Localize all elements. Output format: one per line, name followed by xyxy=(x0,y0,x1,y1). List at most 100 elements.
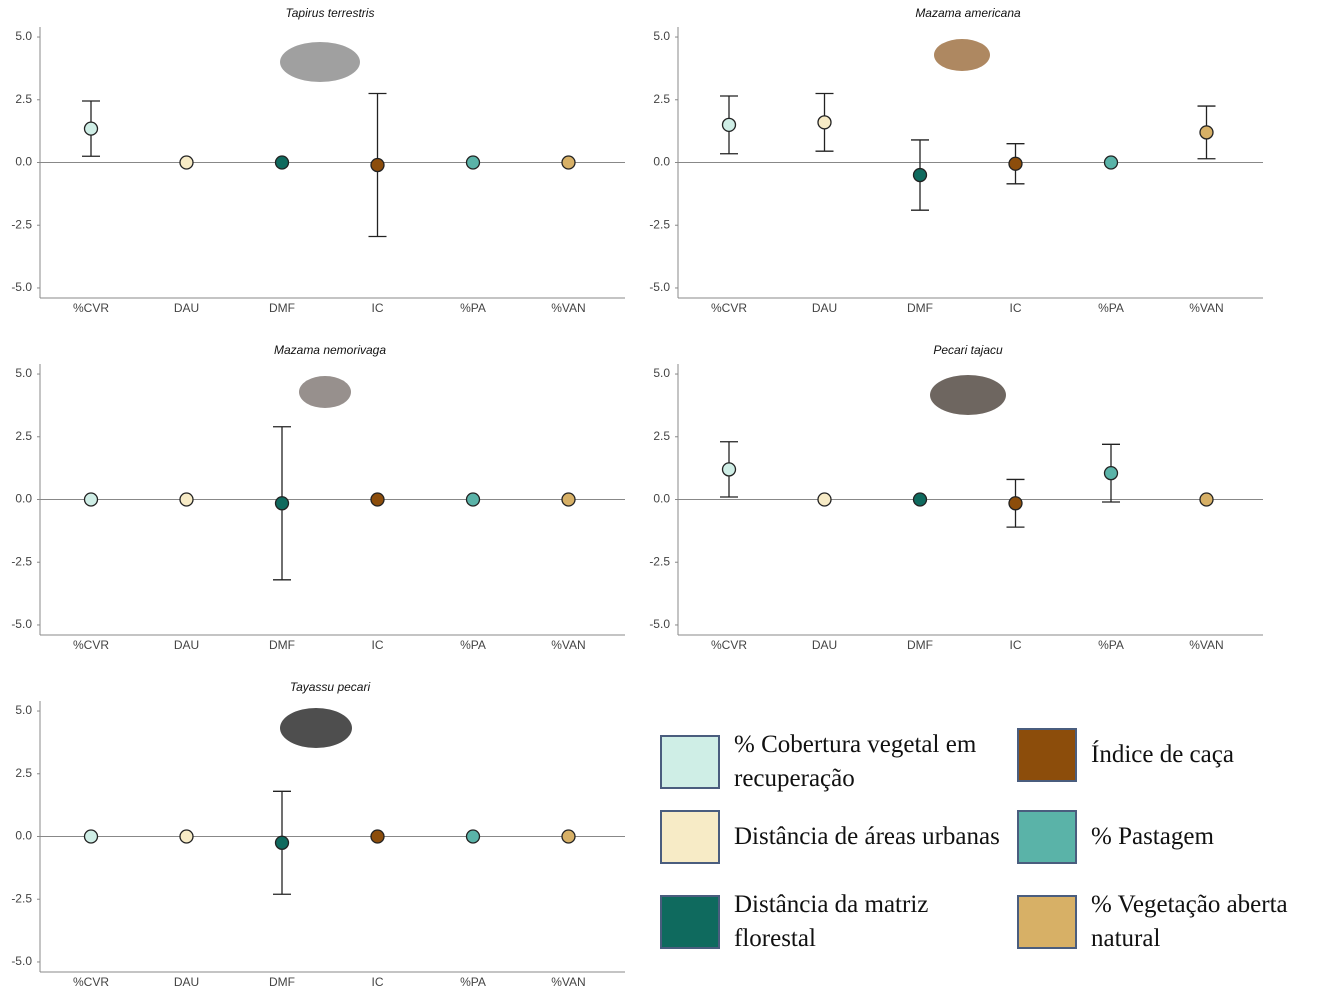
y-tick-label: 5.0 xyxy=(15,29,32,43)
legend-label: % Pastagem xyxy=(1091,820,1214,854)
x-tick-label: DAU xyxy=(174,975,199,989)
x-tick-label: %CVR xyxy=(711,301,747,315)
y-tick-label: -2.5 xyxy=(649,217,670,231)
x-tick-label: %VAN xyxy=(551,638,585,652)
y-tick-label: 2.5 xyxy=(15,766,32,780)
point xyxy=(85,493,98,506)
y-tick-label: -2.5 xyxy=(11,554,32,568)
legend-swatch xyxy=(1017,728,1077,782)
point xyxy=(914,493,927,506)
point xyxy=(1105,467,1118,480)
point xyxy=(914,169,927,182)
point xyxy=(562,830,575,843)
legend-item: Distância de áreas urbanas xyxy=(660,810,1010,864)
y-tick-label: -2.5 xyxy=(11,217,32,231)
x-tick-label: %VAN xyxy=(551,975,585,989)
y-tick-label: -5.0 xyxy=(11,280,32,294)
y-tick-label: -5.0 xyxy=(11,617,32,631)
y-tick-label: 0.0 xyxy=(15,829,32,843)
y-tick-label: 5.0 xyxy=(15,366,32,380)
legend-swatch xyxy=(660,810,720,864)
x-tick-label: DMF xyxy=(907,301,933,315)
x-tick-label: %CVR xyxy=(73,638,109,652)
x-tick-label: %PA xyxy=(460,301,486,315)
animal-image xyxy=(280,42,360,82)
x-tick-label: DMF xyxy=(907,638,933,652)
point xyxy=(85,122,98,135)
y-tick-label: 0.0 xyxy=(653,492,670,506)
x-tick-label: DMF xyxy=(269,638,295,652)
x-tick-label: %CVR xyxy=(711,638,747,652)
x-tick-label: %PA xyxy=(460,638,486,652)
x-tick-label: IC xyxy=(372,638,384,652)
panel-title: Mazama nemorivaga xyxy=(274,343,386,357)
point xyxy=(180,493,193,506)
y-tick-label: -5.0 xyxy=(649,617,670,631)
x-tick-label: DMF xyxy=(269,301,295,315)
point xyxy=(723,118,736,131)
legend-item: % Cobertura vegetal em recuperação xyxy=(660,728,1010,796)
point xyxy=(276,156,289,169)
x-tick-label: DAU xyxy=(812,638,837,652)
x-tick-label: IC xyxy=(372,301,384,315)
x-tick-label: %PA xyxy=(1098,301,1124,315)
point xyxy=(1009,157,1022,170)
point xyxy=(1200,126,1213,139)
point xyxy=(723,463,736,476)
x-tick-label: %VAN xyxy=(1189,638,1223,652)
y-tick-label: -5.0 xyxy=(11,954,32,968)
point xyxy=(467,156,480,169)
legend-label: % Vegetação aberta natural xyxy=(1091,888,1322,956)
point xyxy=(562,156,575,169)
x-tick-label: DAU xyxy=(174,638,199,652)
legend-swatch xyxy=(1017,895,1077,949)
x-tick-label: %CVR xyxy=(73,301,109,315)
legend-label: Índice de caça xyxy=(1091,738,1234,772)
y-tick-label: 2.5 xyxy=(653,429,670,443)
animal-image xyxy=(930,375,1006,415)
x-tick-label: DAU xyxy=(174,301,199,315)
legend-item: % Pastagem xyxy=(1017,810,1322,864)
point xyxy=(1009,497,1022,510)
point xyxy=(818,493,831,506)
panel-title: Tapirus terrestris xyxy=(286,6,375,20)
legend-item: Distância da matriz florestal xyxy=(660,888,1010,956)
y-tick-label: 2.5 xyxy=(15,92,32,106)
point xyxy=(818,116,831,129)
animal-image xyxy=(299,376,351,408)
legend-swatch xyxy=(660,735,720,789)
y-tick-label: 0.0 xyxy=(15,155,32,169)
point xyxy=(467,493,480,506)
x-tick-label: %VAN xyxy=(551,301,585,315)
animal-image xyxy=(934,39,990,71)
y-tick-label: 0.0 xyxy=(653,155,670,169)
x-tick-label: DAU xyxy=(812,301,837,315)
point xyxy=(467,830,480,843)
panel-title: Pecari tajacu xyxy=(933,343,1003,357)
y-tick-label: 2.5 xyxy=(15,429,32,443)
y-tick-label: 5.0 xyxy=(15,703,32,717)
x-tick-label: IC xyxy=(1010,301,1022,315)
point xyxy=(371,159,384,172)
x-tick-label: IC xyxy=(1010,638,1022,652)
x-tick-label: %VAN xyxy=(1189,301,1223,315)
legend-item: % Vegetação aberta natural xyxy=(1017,888,1322,956)
panel-title: Mazama americana xyxy=(915,6,1021,20)
panel-title: Tayassu pecari xyxy=(290,680,371,694)
point xyxy=(371,493,384,506)
legend-swatch xyxy=(660,895,720,949)
point xyxy=(1105,156,1118,169)
legend-label: Distância de áreas urbanas xyxy=(734,820,1000,854)
legend-label: Distância da matriz florestal xyxy=(734,888,1010,956)
point xyxy=(180,830,193,843)
legend-swatch xyxy=(1017,810,1077,864)
y-tick-label: 2.5 xyxy=(653,92,670,106)
point xyxy=(276,497,289,510)
x-tick-label: %CVR xyxy=(73,975,109,989)
x-tick-label: %PA xyxy=(1098,638,1124,652)
y-tick-label: -5.0 xyxy=(649,280,670,294)
